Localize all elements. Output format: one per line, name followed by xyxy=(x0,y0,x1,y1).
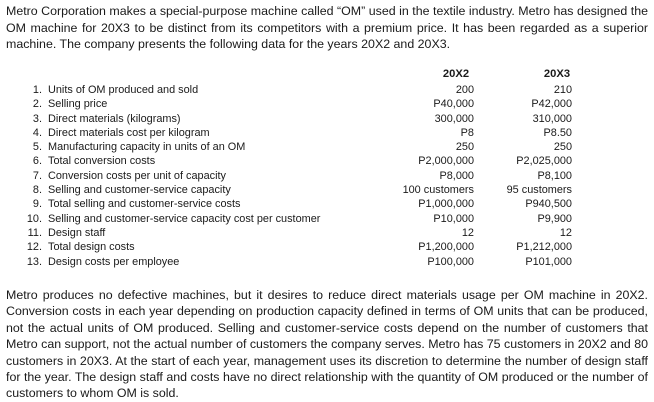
value-20x2: P40,000 xyxy=(433,98,474,111)
row-label: Units of OM produced and sold xyxy=(48,84,199,96)
intro-paragraph: Metro Corporation makes a special-purpos… xyxy=(6,4,648,52)
value-20x2: 200 xyxy=(455,84,474,96)
value-20x3: P1,212,000 xyxy=(516,241,572,254)
value-20x2: P10,000 xyxy=(433,212,474,225)
value-20x2: 100 customers xyxy=(402,184,474,197)
row-number: 11. xyxy=(27,226,42,239)
value-20x3: 210 xyxy=(553,84,572,96)
row-number: 1. xyxy=(32,84,42,96)
value-20x3: 250 xyxy=(553,141,572,154)
value-20x2: 250 xyxy=(455,141,474,154)
value-20x2: 12 xyxy=(461,226,474,239)
value-20x3: 310,000 xyxy=(532,112,572,125)
row-number: 12. xyxy=(26,241,42,254)
table-row: 13. Design costs per employee P100,000 P101… xyxy=(0,255,654,269)
value-20x2: P8 xyxy=(460,126,474,139)
row-label: Conversion costs per unit of capacity xyxy=(48,169,226,182)
row-label: Direct materials cost per kilogram xyxy=(48,126,210,139)
row-number: 10. xyxy=(26,212,42,225)
value-20x2: 300,000 xyxy=(434,112,474,125)
row-label: Manufacturing capacity in units of an OM xyxy=(48,141,246,154)
row-label: Design costs per employee xyxy=(48,255,180,268)
value-20x2: P2,000,000 xyxy=(418,155,474,168)
value-20x3: 95 customers xyxy=(506,184,572,197)
row-number: 3. xyxy=(32,112,42,125)
value-20x2: P100,000 xyxy=(427,255,474,268)
column-header-20x3: 20X3 xyxy=(543,68,571,80)
value-20x3: P8,100 xyxy=(537,169,572,182)
table-row: 4. Direct materials cost per kilogram P8 P8… xyxy=(0,126,654,140)
table-row: 1. Units of OM produced and sold 200 210 xyxy=(0,83,654,97)
row-number: 7. xyxy=(32,169,42,182)
column-header-20x2: 20X2 xyxy=(442,68,470,80)
value-20x3: P940,500 xyxy=(525,198,572,211)
value-20x3: P8.50 xyxy=(543,126,572,139)
row-label: Direct materials (kilograms) xyxy=(48,112,181,125)
row-number: 8. xyxy=(32,184,42,197)
row-label: Total design costs xyxy=(48,241,135,254)
value-20x3: 12 xyxy=(559,226,572,239)
value-20x2: P1,200,000 xyxy=(418,241,474,254)
row-number: 9. xyxy=(32,198,42,211)
row-number: 4. xyxy=(32,126,42,139)
table-row: 11. Design staff 12 12 xyxy=(0,226,654,240)
value-20x3: P101,000 xyxy=(525,255,572,268)
table-row: 9. Total selling and customer-service cos… xyxy=(0,197,654,211)
table-row: 2. Selling price P40,000 P42,000 xyxy=(0,97,654,111)
value-20x2: P1,000,000 xyxy=(418,198,474,211)
row-number: 5. xyxy=(32,141,42,154)
value-20x3: P42,000 xyxy=(531,98,572,111)
row-label: Total conversion costs xyxy=(48,155,156,168)
closing-paragraph: Metro produces no defective machines, bu… xyxy=(6,288,648,401)
row-label: Selling price xyxy=(48,98,108,111)
table-row: 3. Direct materials (kilograms) 300,000 310… xyxy=(0,112,654,126)
row-label: Selling and customer-service capacity xyxy=(48,184,231,197)
table-row: 12. Total design costs P1,200,000 P1,212,00… xyxy=(0,240,654,254)
row-label: Design staff xyxy=(48,226,106,239)
row-label: Total selling and customer-service costs xyxy=(48,198,241,211)
value-20x3: P2,025,000 xyxy=(516,155,572,168)
table-row: 6. Total conversion costs P2,000,000 P2,025… xyxy=(0,154,654,168)
row-number: 13. xyxy=(26,255,42,268)
row-label: Selling and customer-service capacity co… xyxy=(48,212,321,225)
table-row: 10. Selling and customer-service capacity… xyxy=(0,212,654,226)
row-number: 6. xyxy=(32,155,42,168)
value-20x3: P9,900 xyxy=(537,212,572,225)
value-20x2: P8,000 xyxy=(439,169,474,182)
row-number: 2. xyxy=(32,98,42,111)
table-row: 5. Manufacturing capacity in units of an … xyxy=(0,140,654,154)
table-row: 7. Conversion costs per unit of capacity P… xyxy=(0,169,654,183)
table-row: 8. Selling and customer-service capacity 1… xyxy=(0,183,654,197)
data-table: 1. Units of OM produced and sold 200 210 2. S… xyxy=(0,83,654,269)
